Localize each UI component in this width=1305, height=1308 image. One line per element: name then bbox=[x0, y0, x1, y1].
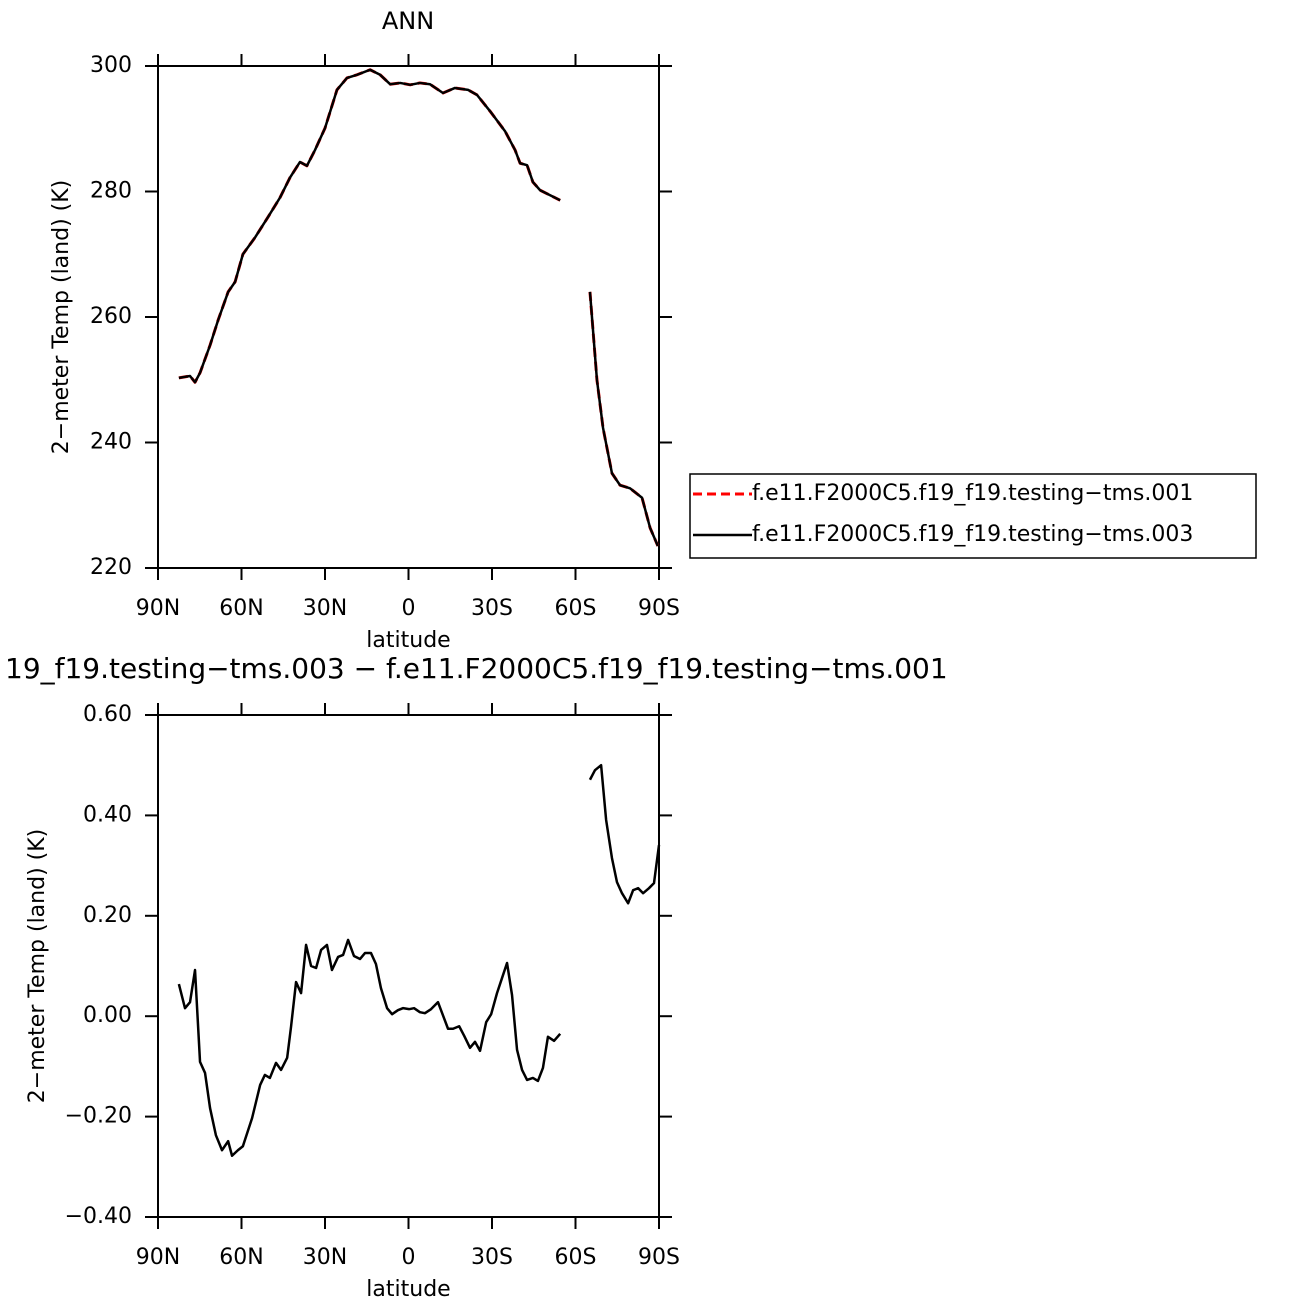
x-tick-label: 60N bbox=[219, 1245, 263, 1270]
y-tick-label: 220 bbox=[90, 555, 132, 580]
plot-frame bbox=[157, 65, 660, 569]
x-tick-label: 30S bbox=[471, 596, 513, 621]
x-tick-label: 90N bbox=[136, 1245, 180, 1270]
line bbox=[178, 68, 660, 547]
x-tick-label: 90S bbox=[638, 1245, 680, 1270]
y-tick-label: 0.00 bbox=[83, 1003, 132, 1028]
x-tick-label: 0 bbox=[402, 1245, 416, 1270]
x-axis-label: latitude bbox=[366, 1277, 450, 1302]
x-axis-label: latitude bbox=[366, 628, 450, 653]
y-tick-label: 280 bbox=[90, 179, 132, 204]
y-tick-label: 0.20 bbox=[83, 903, 132, 928]
x-tick-label: 60S bbox=[555, 596, 597, 621]
x-tick-label: 90N bbox=[136, 596, 180, 621]
x-tick-label: 0 bbox=[402, 596, 416, 621]
line bbox=[177, 763, 661, 1158]
y-tick-label: 240 bbox=[90, 430, 132, 455]
y-tick-label: 0.60 bbox=[83, 702, 132, 727]
y-tick-label: 300 bbox=[90, 53, 132, 78]
y-tick-label: 0.40 bbox=[83, 802, 132, 827]
legend-label: f.e11.F2000C5.f19_f19.testing−tms.003 bbox=[752, 522, 1193, 547]
x-tick-label: 30S bbox=[471, 1245, 513, 1270]
chart-title: ANN bbox=[382, 7, 434, 35]
y-axis-label: 2−meter Temp (land) (K) bbox=[25, 829, 50, 1103]
y-axis-label: 2−meter Temp (land) (K) bbox=[49, 180, 74, 454]
line bbox=[178, 68, 660, 547]
legend-box bbox=[689, 473, 1257, 559]
x-tick-label: 60S bbox=[555, 1245, 597, 1270]
plot-frame bbox=[157, 714, 660, 1218]
x-tick-label: 30N bbox=[303, 596, 347, 621]
chart-title: 19_f19.testing−tms.003 − f.e11.F2000C5.f… bbox=[5, 652, 948, 685]
x-tick-label: 90S bbox=[638, 596, 680, 621]
x-tick-label: 30N bbox=[303, 1245, 347, 1270]
y-tick-label: 260 bbox=[90, 304, 132, 329]
y-tick-label: −0.40 bbox=[65, 1204, 132, 1229]
x-tick-label: 60N bbox=[219, 596, 263, 621]
legend-label: f.e11.F2000C5.f19_f19.testing−tms.001 bbox=[752, 481, 1193, 506]
y-tick-label: −0.20 bbox=[65, 1104, 132, 1129]
